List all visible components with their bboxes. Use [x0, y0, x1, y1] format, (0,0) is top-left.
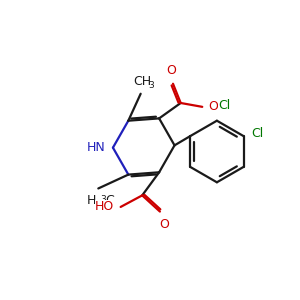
- Text: OH: OH: [208, 100, 228, 113]
- Text: Cl: Cl: [251, 127, 263, 140]
- Text: CH: CH: [133, 75, 151, 88]
- Text: O: O: [159, 218, 169, 231]
- Text: 3: 3: [148, 81, 154, 90]
- Text: 3: 3: [100, 195, 106, 204]
- Text: HN: HN: [86, 141, 105, 154]
- Text: C: C: [105, 194, 114, 207]
- Text: O: O: [167, 64, 176, 77]
- Text: HO: HO: [95, 200, 115, 213]
- Text: H: H: [87, 194, 96, 207]
- Text: Cl: Cl: [218, 99, 231, 112]
